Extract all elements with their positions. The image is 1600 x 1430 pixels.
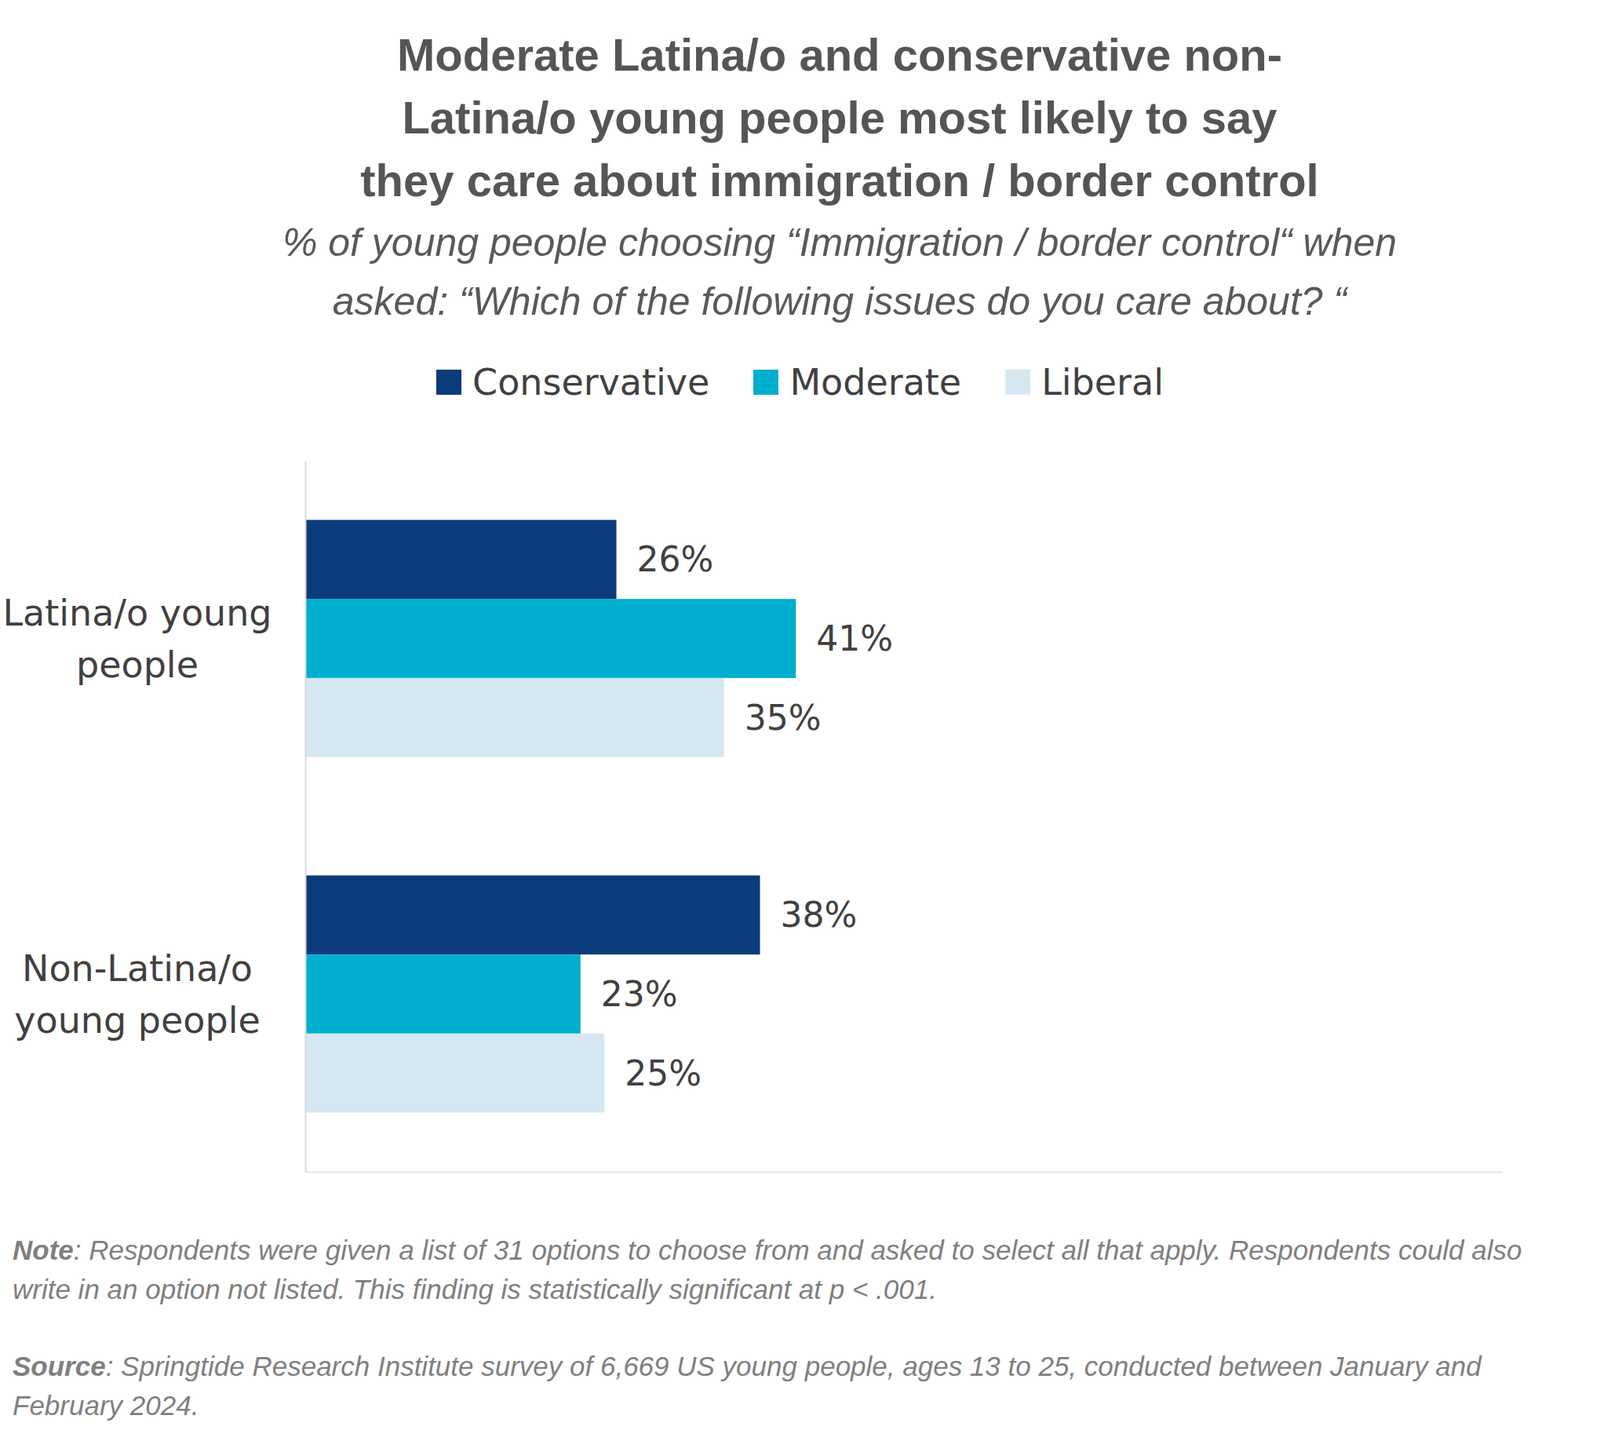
y-tick: Non-Latina/o young people bbox=[14, 947, 306, 1042]
data-label: 41% bbox=[816, 618, 893, 659]
note-text: : Springtide Research Institute survey o… bbox=[12, 1350, 1482, 1421]
legend-swatch bbox=[753, 369, 779, 395]
note-label: Note bbox=[12, 1234, 74, 1265]
legend-label: Moderate bbox=[789, 360, 962, 404]
bar bbox=[305, 1033, 605, 1113]
category-label-line: Non-Latina/o bbox=[21, 947, 253, 990]
data-label: 23% bbox=[601, 973, 678, 1014]
note: Note: Respondents were given a list of 3… bbox=[12, 1230, 1582, 1309]
legend-label: Conservative bbox=[472, 360, 710, 404]
chart: 26% 38% 41% 23% 35% 25% Latina/o young people No… bbox=[0, 0, 1600, 1430]
y-axis: Latina/o young people Non-Latina/o young pe… bbox=[2, 461, 306, 1173]
legend-item: Liberal bbox=[1005, 360, 1164, 404]
category-label-line: Latina/o young bbox=[2, 591, 272, 635]
y-tick: Latina/o young people bbox=[2, 591, 306, 686]
legend-item: Conservative bbox=[436, 360, 710, 404]
notes: Note: Respondents were given a list of 3… bbox=[12, 1230, 1582, 1430]
legend-swatch bbox=[1005, 369, 1031, 395]
bar bbox=[305, 874, 761, 955]
note: Source: Springtide Research Institute su… bbox=[12, 1346, 1582, 1426]
y-axis-line bbox=[305, 461, 307, 1173]
bars bbox=[305, 519, 796, 1112]
note-label: Source bbox=[12, 1350, 106, 1382]
x-axis bbox=[306, 1171, 1503, 1173]
bar bbox=[305, 954, 581, 1034]
data-label: 35% bbox=[744, 697, 822, 738]
category-label-line: people bbox=[76, 643, 199, 686]
category-label: Non-Latina/o young people bbox=[14, 947, 260, 1042]
x-axis-line bbox=[306, 1171, 1503, 1174]
legend-swatch bbox=[436, 369, 462, 395]
data-label: 38% bbox=[780, 894, 858, 935]
legend: Conservative Moderate Liberal bbox=[0, 360, 1600, 404]
title: Moderate Latina/o and conservative non-L… bbox=[204, 23, 1476, 212]
data-label: 26% bbox=[637, 539, 715, 580]
legend-item: Moderate bbox=[753, 360, 962, 404]
data-label: 25% bbox=[624, 1053, 702, 1094]
data-labels: 26% 38% 41% 23% 35% 25% bbox=[601, 539, 893, 1093]
legend-label: Liberal bbox=[1041, 360, 1164, 404]
note-text: : Respondents were given a list of 31 op… bbox=[12, 1234, 1523, 1305]
bar bbox=[305, 598, 796, 678]
bar bbox=[305, 519, 617, 599]
subtitle: % of young people choosing “Immigration … bbox=[188, 213, 1491, 332]
category-label-line: young people bbox=[14, 998, 260, 1042]
category-label: Latina/o young people bbox=[2, 591, 272, 686]
bar bbox=[305, 677, 725, 758]
